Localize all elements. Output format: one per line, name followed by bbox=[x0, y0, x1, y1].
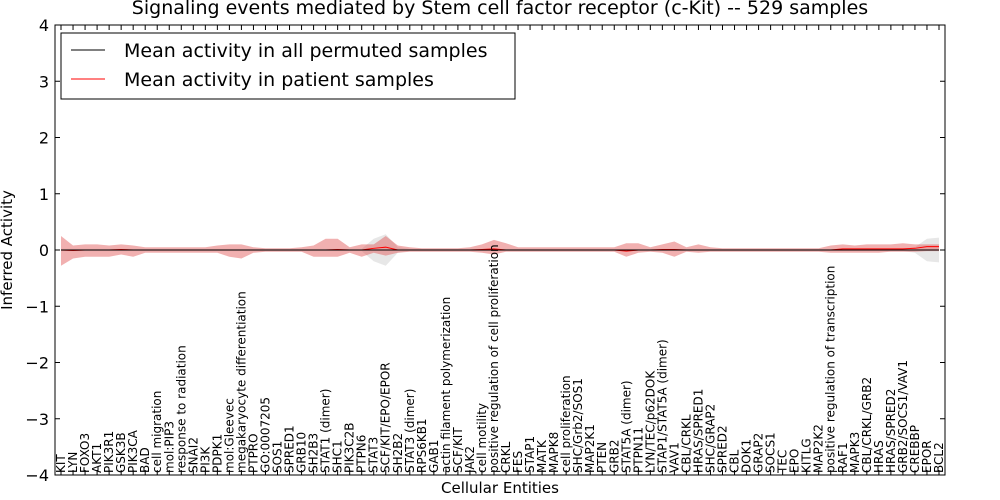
x-tick-label: CRKL bbox=[499, 441, 513, 473]
y-tick-label: −2 bbox=[25, 354, 49, 373]
x-tick-label: GRB2/SOCS1/VAV1 bbox=[896, 360, 910, 473]
x-tick-label: STAT3 (dimer) bbox=[403, 389, 417, 473]
x-tick-label: PTPN6 bbox=[355, 435, 369, 473]
x-tick-label: SCF/KIT/EPO/EPOR bbox=[379, 362, 393, 473]
x-tick-label: BAD bbox=[138, 447, 152, 473]
x-tick-label: MAPK8 bbox=[547, 432, 561, 473]
lines-layer bbox=[60, 246, 939, 252]
x-tick-label: PTPRO bbox=[246, 433, 260, 473]
legend-label-permuted: Mean activity in all permuted samples bbox=[124, 40, 487, 62]
legend: Mean activity in all permuted samples Me… bbox=[60, 32, 516, 100]
x-tick-label: PTPN11 bbox=[631, 427, 645, 473]
chart-title: Signaling events mediated by Stem cell f… bbox=[132, 0, 868, 19]
x-tick-label: EPOR bbox=[920, 440, 934, 473]
x-tick-label: LYN/TEC/p62DOK bbox=[643, 370, 657, 473]
x-tick-label: GRAP2 bbox=[752, 433, 766, 473]
x-tick-label: mol:Gleevec bbox=[222, 398, 236, 473]
x-tick-label: AKT1 bbox=[90, 443, 104, 473]
x-tick-label: cell proliferation bbox=[559, 375, 573, 473]
x-tick-label: STAP1 bbox=[523, 436, 537, 473]
x-tick-label: RPS6KB1 bbox=[415, 418, 429, 473]
x-tick-label: MATK bbox=[535, 439, 549, 473]
x-tick-label: SCF/KIT bbox=[451, 427, 465, 473]
x-tick-label: PIK3C2B bbox=[343, 422, 357, 473]
x-tick-label: HRAS/SPRED1 bbox=[691, 389, 705, 473]
x-tick-label: STAP1/STAT5A (dimer) bbox=[655, 339, 669, 473]
x-axis: KITLYNFOXO3AKT1PIK3R1GSK3BPIK3CABADcell … bbox=[54, 25, 946, 475]
x-tick-label: positive regulation of cell proliferatio… bbox=[487, 244, 501, 473]
y-axis: −4 −3 −2 −1 0 1 2 3 4 bbox=[25, 16, 945, 485]
x-tick-label: TEC bbox=[776, 450, 790, 474]
y-tick-label: −3 bbox=[25, 410, 49, 429]
x-tick-label: EPO bbox=[788, 449, 802, 473]
y-tick-label: 4 bbox=[39, 16, 49, 35]
x-tick-label: CBL/CRKL bbox=[679, 414, 693, 473]
x-tick-label: SHC1 bbox=[331, 440, 345, 473]
x-tick-label: KIT bbox=[54, 454, 68, 473]
x-tick-label: CBL/CRKL/GRB2 bbox=[860, 377, 874, 473]
y-tick-label: −4 bbox=[25, 466, 49, 485]
x-tick-label: SH2B3 bbox=[307, 433, 321, 473]
x-tick-label: CBL bbox=[728, 449, 742, 473]
x-tick-label: PDPK1 bbox=[210, 434, 224, 473]
x-tick-label: SPRED1 bbox=[283, 425, 297, 473]
x-tick-label: GRB2 bbox=[607, 439, 621, 473]
x-tick-label: FES bbox=[511, 451, 525, 473]
x-tick-label: SHC/Grb2/SOS1 bbox=[571, 378, 585, 473]
x-tick-label: PIK3CA bbox=[126, 429, 140, 473]
x-axis-title: Cellular Entities bbox=[441, 479, 559, 497]
x-tick-label: BCL2 bbox=[932, 442, 946, 473]
plot-frame bbox=[54, 24, 946, 476]
x-tick-label: PI3K bbox=[198, 446, 212, 473]
legend-box bbox=[60, 32, 516, 100]
x-tick-label: MAPK3 bbox=[848, 432, 862, 473]
x-tick-label: GAB1 bbox=[427, 440, 441, 473]
x-tick-label: GRB10 bbox=[295, 432, 309, 473]
x-tick-label: STAT5A (dimer) bbox=[619, 380, 633, 473]
band-series-2 bbox=[61, 235, 939, 266]
x-tick-label: MAP2K2 bbox=[812, 424, 826, 473]
x-tick-label: response to radiation bbox=[174, 345, 188, 473]
x-tick-label: SHC/GRAP2 bbox=[703, 404, 717, 473]
x-tick-label: DOK1 bbox=[740, 439, 754, 473]
x-tick-label: GO:0007205 bbox=[258, 397, 272, 473]
x-tick-label: STAT3 bbox=[367, 437, 381, 473]
x-tick-label: PIK3R1 bbox=[102, 431, 116, 473]
x-tick-label: HRAS/SPRED2 bbox=[884, 389, 898, 473]
x-tick-label: LYN bbox=[66, 452, 80, 473]
legend-label-patient: Mean activity in patient samples bbox=[124, 69, 434, 91]
x-tick-label: mol:PIP3 bbox=[162, 421, 176, 473]
x-tick-label: megakaryocyte differentiation bbox=[234, 291, 248, 473]
x-tick-label: MAP2K1 bbox=[583, 424, 597, 473]
x-tick-label: VAV1 bbox=[667, 442, 681, 473]
x-tick-label: CREBBP bbox=[908, 425, 922, 473]
x-tick-label: SPRED2 bbox=[716, 425, 730, 473]
x-tick-label: actin filament polymerization bbox=[439, 297, 453, 473]
x-tick-label: cell migration bbox=[150, 391, 164, 473]
x-tick-label: GSK3B bbox=[114, 432, 128, 473]
x-tick-label: SH2B2 bbox=[391, 433, 405, 473]
x-tick-label: cell motility bbox=[475, 403, 489, 473]
x-tick-label: positive regulation of transcription bbox=[824, 266, 838, 473]
x-tick-label: HRAS bbox=[872, 440, 886, 473]
x-tick-label: RAF1 bbox=[836, 442, 850, 473]
x-tick-label: SNAI2 bbox=[186, 437, 200, 473]
y-tick-label: 3 bbox=[39, 72, 49, 91]
y-axis-title: Inferred Activity bbox=[0, 190, 16, 310]
x-tick-label: STAT1 (dimer) bbox=[319, 389, 333, 473]
y-tick-label: 1 bbox=[39, 185, 49, 204]
x-tick-label: SOS1 bbox=[271, 441, 285, 473]
x-tick-label: JAK2 bbox=[463, 446, 477, 474]
y-tick-label: 0 bbox=[39, 241, 49, 260]
y-tick-label: −1 bbox=[25, 297, 49, 316]
x-tick-label: KITLG bbox=[800, 438, 814, 473]
y-tick-label: 2 bbox=[39, 129, 49, 148]
x-tick-label: PTEN bbox=[595, 442, 609, 473]
x-tick-label: SOCS1 bbox=[764, 432, 778, 473]
x-tick-label: FOXO3 bbox=[78, 433, 92, 473]
